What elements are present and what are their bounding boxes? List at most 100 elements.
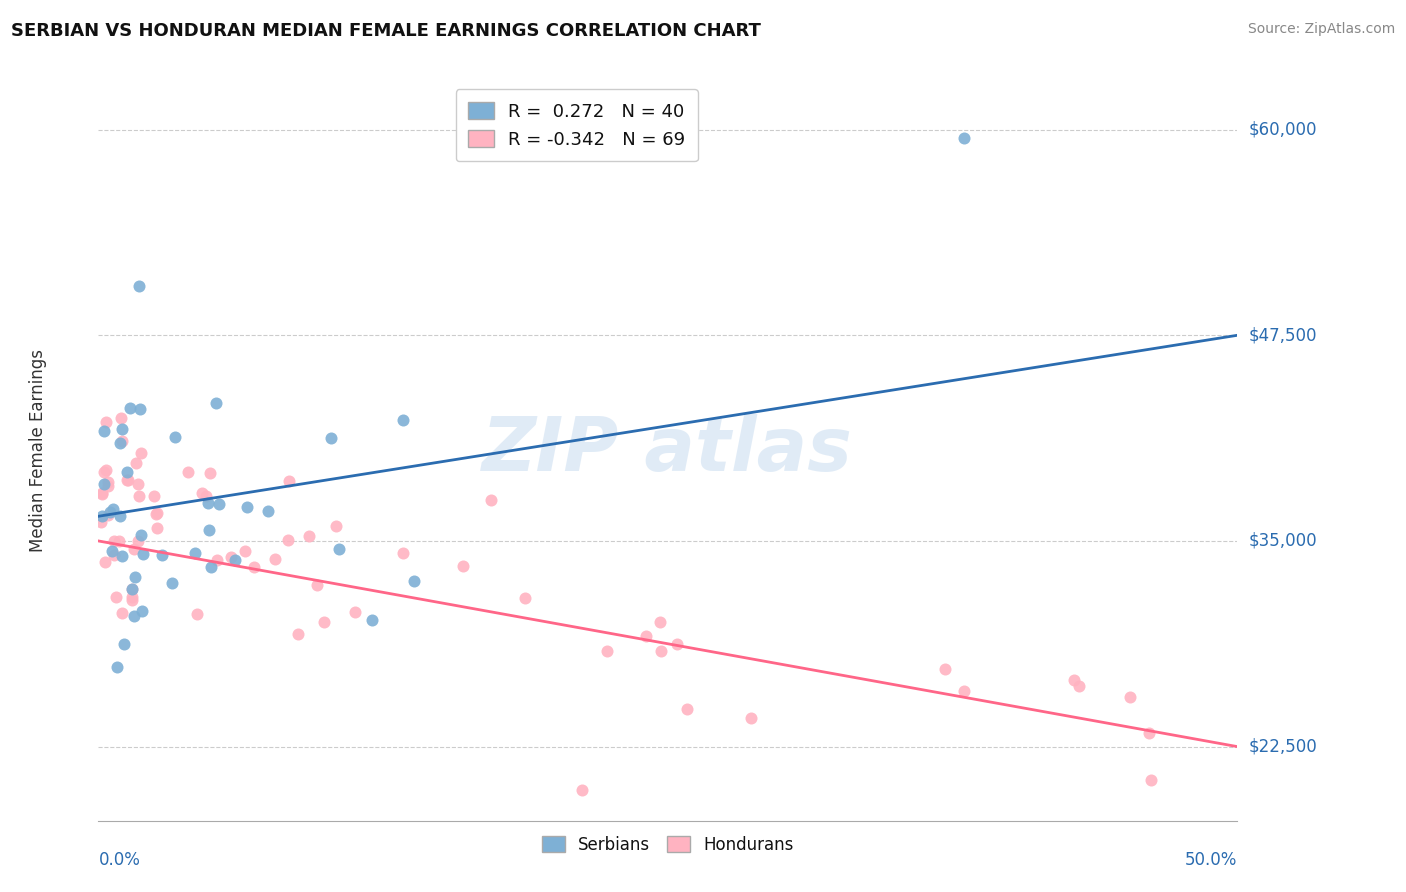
Point — [233, 544, 256, 558]
Point — [120, 401, 142, 415]
Point — [325, 519, 347, 533]
Point — [343, 605, 366, 619]
Point — [98, 505, 121, 519]
Point — [328, 541, 350, 556]
Text: 50.0%: 50.0% — [1185, 851, 1237, 869]
Point — [361, 613, 384, 627]
Point — [150, 548, 173, 562]
Point — [94, 415, 117, 429]
Point — [676, 701, 699, 715]
Point — [127, 476, 149, 491]
Point — [127, 533, 149, 548]
Point — [198, 523, 221, 537]
Point — [200, 466, 222, 480]
Point — [287, 627, 309, 641]
Point — [235, 500, 257, 515]
Point — [101, 502, 124, 516]
Point — [94, 555, 117, 569]
Point — [200, 559, 222, 574]
Point — [122, 541, 145, 556]
Point — [90, 486, 112, 500]
Point — [197, 496, 219, 510]
Point — [143, 489, 166, 503]
Text: Source: ZipAtlas.com: Source: ZipAtlas.com — [1247, 22, 1395, 37]
Legend: Serbians, Hondurans: Serbians, Hondurans — [534, 829, 801, 861]
Point — [191, 485, 214, 500]
Point — [257, 503, 280, 517]
Point — [97, 508, 120, 523]
Point — [93, 477, 115, 491]
Point — [97, 479, 120, 493]
Point — [392, 546, 415, 560]
Point — [451, 558, 474, 573]
Text: $35,000: $35,000 — [1249, 532, 1317, 550]
Text: $22,500: $22,500 — [1249, 738, 1317, 756]
Point — [1137, 725, 1160, 739]
Point — [165, 430, 187, 444]
Text: ZIP atlas: ZIP atlas — [482, 414, 853, 487]
Point — [90, 487, 112, 501]
Point — [1140, 773, 1163, 788]
Point — [650, 644, 672, 658]
Point — [596, 644, 619, 658]
Point — [224, 553, 246, 567]
Point — [103, 548, 125, 562]
Point — [221, 549, 243, 564]
Point — [105, 660, 128, 674]
Point — [117, 473, 139, 487]
Point — [132, 547, 155, 561]
Point — [184, 546, 207, 560]
Point — [115, 465, 138, 479]
Point — [571, 783, 593, 797]
Point — [131, 446, 153, 460]
Point — [479, 492, 502, 507]
Point — [194, 489, 217, 503]
Point — [740, 711, 762, 725]
Point — [108, 534, 131, 549]
Point — [176, 465, 198, 479]
Point — [242, 560, 264, 574]
Point — [953, 131, 976, 145]
Text: 0.0%: 0.0% — [98, 851, 141, 869]
Point — [101, 543, 124, 558]
Point — [1119, 690, 1142, 704]
Point — [648, 615, 671, 630]
Point — [111, 422, 134, 436]
Point — [129, 402, 152, 417]
Point — [94, 463, 117, 477]
Point — [392, 412, 415, 426]
Point — [634, 629, 657, 643]
Point — [263, 551, 285, 566]
Point — [93, 424, 115, 438]
Point — [103, 533, 125, 548]
Point — [90, 508, 112, 523]
Point — [121, 582, 143, 597]
Point — [108, 435, 131, 450]
Point — [205, 552, 228, 566]
Point — [278, 474, 301, 488]
Point — [146, 506, 169, 520]
Text: $47,500: $47,500 — [1249, 326, 1317, 344]
Point — [934, 662, 956, 676]
Point — [128, 279, 150, 293]
Point — [404, 574, 426, 588]
Point — [104, 590, 127, 604]
Point — [111, 606, 134, 620]
Point — [666, 637, 689, 651]
Point — [513, 591, 536, 606]
Point — [186, 607, 208, 621]
Point — [277, 533, 299, 547]
Point — [112, 637, 135, 651]
Point — [305, 578, 328, 592]
Point — [1063, 673, 1085, 687]
Point — [208, 497, 231, 511]
Point — [160, 576, 183, 591]
Point — [111, 434, 134, 448]
Point — [110, 508, 132, 523]
Point — [319, 431, 342, 445]
Text: Median Female Earnings: Median Female Earnings — [30, 349, 48, 552]
Point — [1067, 679, 1090, 693]
Point — [298, 529, 321, 543]
Point — [145, 521, 167, 535]
Point — [121, 591, 143, 605]
